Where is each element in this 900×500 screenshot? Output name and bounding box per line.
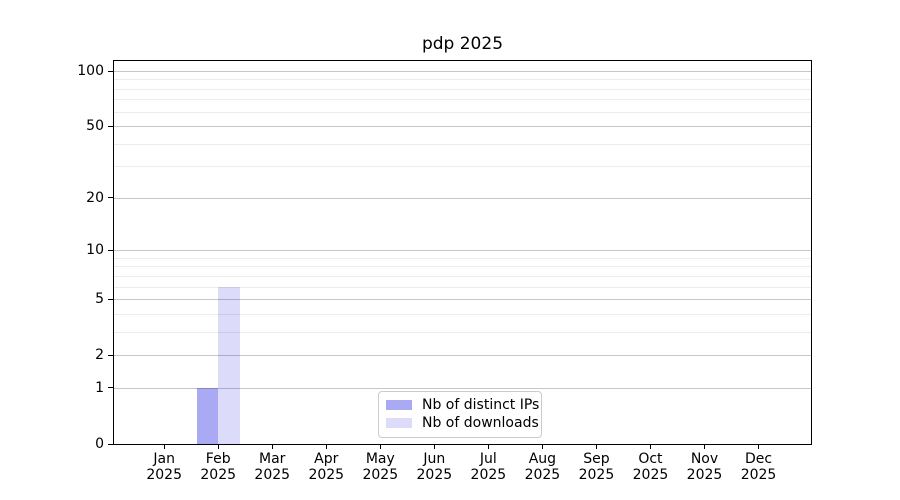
y-tick-mark (108, 443, 114, 445)
chart-title: pdp 2025 (421, 34, 504, 54)
x-tick-label: Apr 2025 (308, 451, 345, 483)
minor-gridline (114, 257, 811, 259)
major-gridline (114, 197, 811, 199)
minor-gridline (114, 286, 811, 288)
x-tick-mark (487, 445, 489, 449)
minor-gridline (114, 143, 811, 145)
x-tick-mark (163, 445, 165, 449)
major-gridline (114, 387, 811, 389)
x-tick-mark (217, 445, 219, 449)
y-tick-label: 100 (77, 63, 104, 79)
legend-item-label: Nb of downloads (422, 415, 539, 431)
y-tick-label: 10 (86, 242, 104, 259)
x-tick-label: Oct 2025 (632, 451, 669, 483)
y-tick-mark (108, 197, 114, 199)
minor-gridline (114, 331, 811, 333)
x-tick-mark (271, 445, 273, 449)
legend-swatch (386, 400, 412, 410)
x-tick-label: Feb 2025 (200, 451, 237, 483)
major-gridline (114, 299, 811, 301)
minor-gridline (114, 99, 811, 101)
bar-distinct-ips (196, 387, 219, 444)
minor-gridline (114, 266, 811, 268)
legend-item: Nb of downloads (386, 414, 539, 432)
x-tick-label: Jan 2025 (146, 451, 182, 483)
minor-gridline (114, 88, 811, 90)
y-tick-label: 0 (95, 436, 104, 452)
plot-area: Nb of distinct IPs Nb of downloads (113, 60, 812, 445)
x-tick-mark (379, 445, 381, 449)
major-gridline (114, 71, 811, 72)
x-tick-mark (325, 445, 327, 449)
y-tick-mark (108, 387, 114, 389)
y-tick-mark (108, 354, 114, 356)
y-tick-mark (108, 249, 114, 251)
major-gridline (114, 355, 811, 357)
minor-gridline (114, 275, 811, 277)
x-tick-label: Sep 2025 (578, 451, 615, 483)
y-tick-mark (108, 125, 114, 127)
x-tick-label: May 2025 (362, 451, 399, 483)
x-tick-label: Jun 2025 (416, 451, 453, 483)
x-tick-mark (595, 445, 597, 449)
x-tick-mark (758, 445, 760, 449)
legend-swatch (386, 418, 412, 428)
bar-downloads (218, 286, 240, 444)
legend: Nb of distinct IPs Nb of downloads (378, 391, 542, 438)
y-tick-label: 2 (95, 347, 104, 364)
x-tick-label: Aug 2025 (524, 451, 561, 483)
y-tick-label: 1 (95, 379, 104, 396)
y-tick-label: 50 (86, 118, 104, 135)
y-tick-label: 20 (86, 189, 104, 206)
x-tick-label: Dec 2025 (740, 451, 777, 483)
x-tick-mark (649, 445, 651, 449)
x-tick-label: Jul 2025 (470, 451, 507, 483)
x-tick-label: Mar 2025 (254, 451, 291, 483)
minor-gridline (114, 166, 811, 168)
x-tick-mark (433, 445, 435, 449)
major-gridline (114, 126, 811, 128)
y-tick-mark (108, 70, 114, 72)
x-tick-mark (703, 445, 705, 449)
legend-item-label: Nb of distinct IPs (422, 397, 540, 413)
y-tick-mark (108, 298, 114, 300)
x-tick-mark (541, 445, 543, 449)
y-tick-label: 5 (95, 291, 104, 308)
minor-gridline (114, 313, 811, 315)
minor-gridline (114, 79, 811, 81)
legend-item: Nb of distinct IPs (386, 396, 539, 414)
major-gridline (114, 250, 811, 252)
x-tick-label: Nov 2025 (686, 451, 723, 483)
minor-gridline (114, 111, 811, 113)
